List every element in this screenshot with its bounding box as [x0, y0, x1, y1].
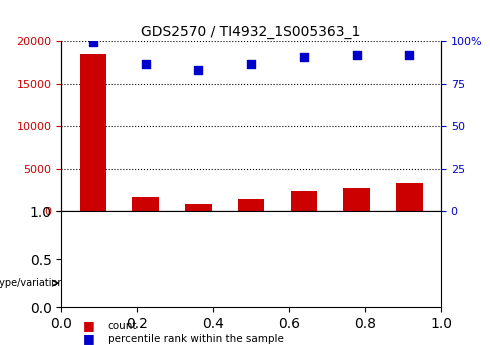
Text: genotype/variation: genotype/variation	[0, 278, 64, 288]
FancyBboxPatch shape	[330, 260, 383, 306]
Text: D261N
mutant: D261N mutant	[182, 274, 215, 293]
Point	[142, 61, 149, 66]
Point	[353, 52, 361, 58]
Text: D260N
mutant: D260N mutant	[129, 274, 162, 293]
Bar	[132, 197, 159, 211]
Bar	[343, 188, 370, 211]
Point	[195, 68, 202, 73]
Text: wild type: wild type	[72, 279, 114, 288]
Bar	[291, 191, 317, 211]
Point	[89, 39, 97, 45]
Bar	[80, 54, 106, 211]
Text: R320C
mutant: R320C mutant	[235, 274, 268, 293]
Text: percentile rank within the sample: percentile rank within the sample	[108, 334, 284, 344]
FancyBboxPatch shape	[277, 260, 330, 306]
FancyBboxPatch shape	[225, 260, 277, 306]
FancyBboxPatch shape	[172, 260, 225, 306]
Point	[300, 54, 308, 59]
Bar	[238, 199, 264, 211]
Point	[405, 52, 413, 58]
FancyBboxPatch shape	[119, 260, 172, 306]
Title: GDS2570 / TI4932_1S005363_1: GDS2570 / TI4932_1S005363_1	[142, 25, 361, 39]
Text: E1230K
mutant: E1230K mutant	[392, 274, 426, 293]
Text: N488D
mutant: N488D mutant	[287, 274, 320, 293]
Text: ■: ■	[83, 319, 95, 333]
Point	[247, 61, 255, 66]
Text: E1103G
mutant: E1103G mutant	[339, 274, 374, 293]
Text: count: count	[108, 322, 137, 332]
Bar	[185, 204, 212, 211]
Bar	[396, 183, 422, 211]
Text: ■: ■	[83, 332, 95, 345]
FancyBboxPatch shape	[383, 260, 436, 306]
FancyBboxPatch shape	[67, 260, 119, 306]
